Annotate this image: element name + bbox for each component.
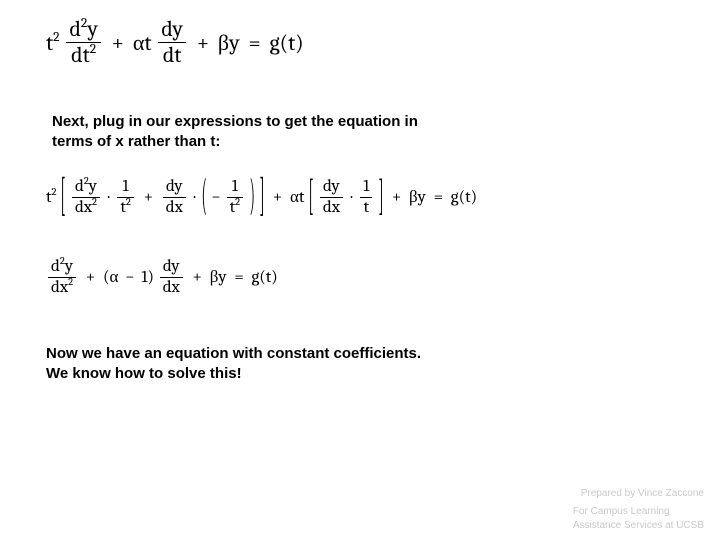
eq1-frac-d2y-dt2: d2y dt2 — [66, 18, 101, 67]
equation-substituted: t2 [ d2y dx2 · 1 t2 + dy dx · ( − 1 t2 )… — [46, 178, 477, 217]
eq2-frac-1-t: 1 t — [360, 178, 372, 217]
eq2-frac-dy-dx-a: dy dx — [163, 178, 186, 217]
eq2-frac-dy-dx-b: dy dx — [320, 178, 343, 217]
equation-simplified: d2y dx2 + (α − 1) dy dx + βy = g(t) — [46, 258, 278, 297]
eq2-frac-1-t2-b: 1 t2 — [227, 178, 244, 217]
footer-author: Prepared by Vince Zaccone — [581, 487, 704, 501]
equation-original: t2 d2y dt2 + αt dy dt + βy = g(t) — [46, 18, 304, 67]
paragraph-conclusion: Now we have an equation with constant co… — [46, 344, 426, 385]
eq3-frac-d2y-dx2: d2y dx2 — [48, 258, 76, 297]
eq1-frac-dy-dt: dy dt — [158, 18, 186, 67]
eq3-frac-dy-dx: dy dx — [160, 258, 183, 297]
paragraph-substitute: Next, plug in our expressions to get the… — [52, 112, 462, 153]
footer-org: For Campus Learning Assistance Services … — [573, 505, 704, 532]
eq2-frac-1-t2-a: 1 t2 — [117, 178, 134, 217]
eq2-frac-d2y-dx2: d2y dx2 — [72, 178, 100, 217]
slide: t2 d2y dt2 + αt dy dt + βy = g(t) Next, … — [0, 0, 720, 540]
